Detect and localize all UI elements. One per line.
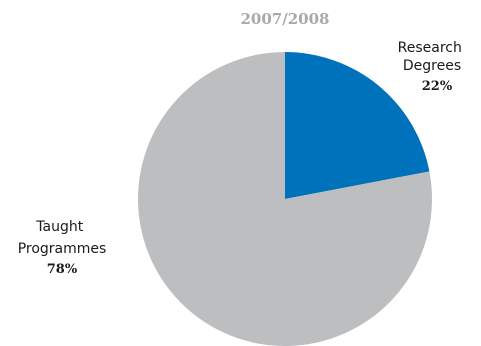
slice-value-research-degrees: 22% bbox=[422, 79, 453, 94]
slice-label-research-line-1: Research bbox=[398, 40, 462, 56]
slice-label-taught-line-2: Programmes bbox=[18, 241, 107, 257]
slice-label-research-line-2: Degrees bbox=[403, 58, 461, 74]
slice-label-taught-line-1: Taught bbox=[35, 219, 83, 235]
chart-title: 2007/2008 bbox=[241, 10, 330, 28]
svg-text:Taught Programmes: Taught Programmes bbox=[18, 219, 107, 257]
pie-slices bbox=[138, 52, 433, 346]
slice-label-research-degrees: Research Degrees 22% bbox=[398, 40, 467, 94]
svg-text:Research Degrees: Research Degrees bbox=[398, 40, 467, 74]
pie-slice-taught-programmes bbox=[138, 52, 433, 346]
slice-label-taught-programmes: Taught Programmes 78% bbox=[18, 219, 107, 277]
slice-value-taught-programmes: 78% bbox=[47, 262, 78, 277]
pie-slice-research-degrees bbox=[285, 52, 430, 199]
